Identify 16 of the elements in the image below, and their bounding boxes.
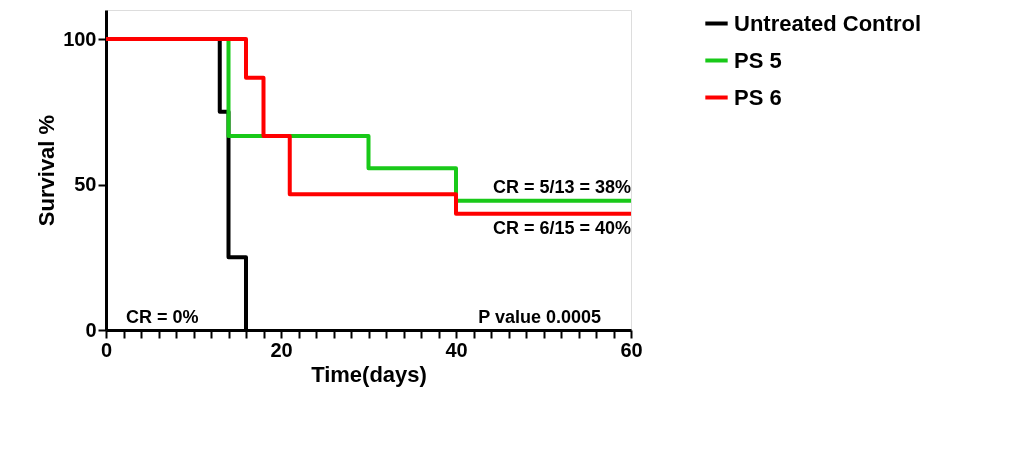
legend-label: Untreated Control — [734, 10, 921, 36]
y-tick-label: 0 — [85, 318, 97, 341]
y-axis-title: Survival % — [34, 114, 60, 227]
legend-label: PS 5 — [734, 47, 782, 73]
x-tick-label: 60 — [620, 338, 643, 361]
x-tick-label: 0 — [100, 338, 113, 361]
x-tick-label: 40 — [445, 338, 468, 361]
y-tick-label: 50 — [74, 173, 97, 196]
x-axis-title: Time(days) — [311, 361, 427, 387]
annotation: CR = 6/15 = 40% — [492, 217, 631, 238]
annotation: CR = 5/13 = 38% — [492, 176, 631, 197]
annotation: CR = 0% — [126, 307, 199, 327]
x-tick-label: 20 — [270, 338, 293, 361]
y-tick-label: 100 — [63, 27, 97, 50]
legend-label: PS 6 — [734, 84, 782, 110]
annotation: P value 0.0005 — [478, 307, 601, 327]
